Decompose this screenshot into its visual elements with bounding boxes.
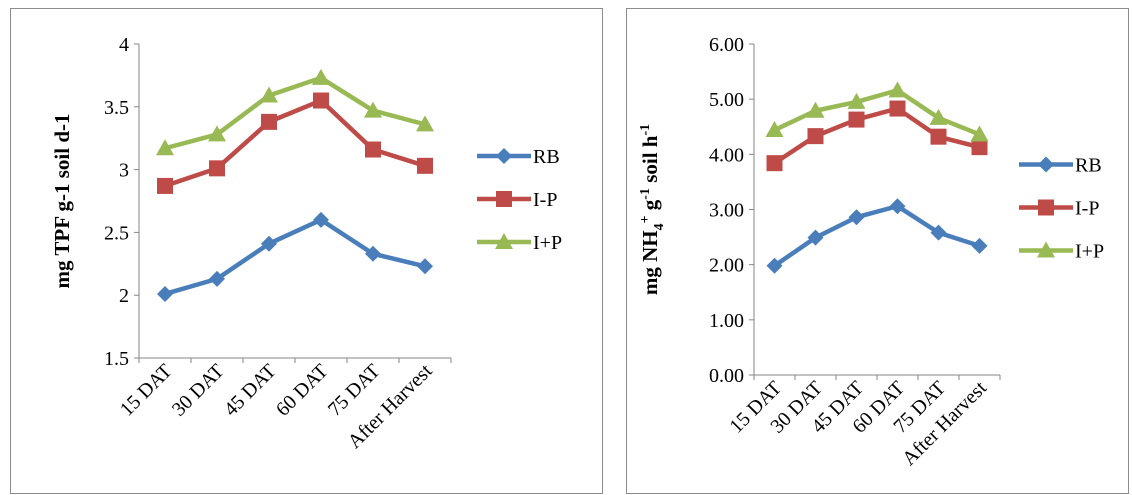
legend-label: I+P [533, 232, 562, 254]
legend-marker-RB [496, 148, 512, 164]
y-axis-title: mg NH4+ g-1 soil h-1 [638, 124, 667, 295]
legend-label: RB [533, 146, 560, 168]
chart-panel-nh4: 0.00 1.00 2.00 3.00 4.00 5.00 6.00 15 DAT 30 DAT… [626, 8, 1129, 494]
data-point-RB [971, 237, 988, 254]
chart-panel-tpf: 1.5 2 2.5 3 3.5 4 15 DAT 30 DAT 45 DAT 60 DAT 75 D… [10, 8, 603, 494]
legend-marker-I+P [495, 233, 513, 249]
x-category-label: 60 DAT [272, 360, 333, 421]
data-point-RB [261, 235, 277, 252]
data-point-RB [157, 285, 173, 302]
data-point-RB [313, 211, 329, 228]
series-line-I-P [164, 98, 426, 189]
y-axis-title-part: + [638, 215, 653, 223]
y-axis-title-part: -1 [638, 188, 653, 200]
legend-label: I-P [533, 189, 557, 211]
data-point-RB [417, 258, 433, 275]
data-point-I-P [971, 139, 988, 156]
y-tick-label: 2.5 [104, 222, 129, 244]
data-point-I+P [416, 115, 434, 132]
data-point-I+P [765, 121, 784, 138]
x-category-label: 45 DAT [220, 360, 281, 421]
y-tick-label: 5.00 [709, 89, 744, 111]
data-point-I+P [970, 125, 989, 142]
y-tick-label: 3.00 [709, 200, 744, 222]
legend-marker-I-P [1038, 199, 1054, 216]
data-point-I+P [312, 68, 330, 85]
legend-label: I-P [1075, 198, 1099, 220]
data-point-I+P [156, 139, 174, 156]
y-tick-label: 0.00 [709, 365, 744, 387]
data-point-I-P [313, 92, 329, 109]
data-point-RB [365, 245, 381, 262]
data-point-I-P [261, 113, 277, 130]
data-point-I-P [365, 141, 381, 158]
y-axis-title-part: 4 [652, 223, 667, 230]
legend-label: I+P [1075, 241, 1104, 263]
y-axis-title: mg TPF g-1 soil d-1 [50, 113, 74, 288]
y-tick-label: 3 [119, 160, 129, 182]
data-point-RB [209, 270, 225, 287]
y-tick-label: 4.00 [709, 144, 744, 166]
data-point-RB [807, 229, 824, 246]
y-axis-title-part: mg NH [638, 230, 662, 295]
data-point-I+P [208, 125, 226, 142]
y-axis-title-part: soil h [638, 135, 662, 188]
legend-marker-I+P [1037, 241, 1055, 258]
y-tick-label: 1.00 [709, 310, 744, 332]
data-point-I-P [417, 157, 433, 174]
data-point-RB [766, 257, 783, 274]
x-category-label: 30 DAT [168, 360, 229, 421]
data-point-I+P [929, 108, 948, 125]
series-line-I+P [164, 75, 426, 151]
legend-marker-RB [1038, 156, 1054, 173]
legend-marker-I-P [496, 191, 512, 207]
data-point-I+P [806, 101, 825, 118]
data-point-I-P [848, 111, 865, 128]
data-point-I-P [930, 128, 947, 145]
series-line-RB [773, 203, 981, 268]
data-point-I-P [889, 100, 906, 117]
data-point-I+P [364, 101, 382, 118]
y-tick-label: 4 [119, 34, 129, 56]
y-tick-label: 2.00 [709, 255, 744, 277]
data-point-RB [848, 209, 865, 226]
data-point-I-P [209, 160, 225, 177]
y-axis-title-part: -1 [638, 124, 653, 136]
legend-label: RB [1075, 155, 1102, 177]
data-point-RB [930, 224, 947, 241]
data-point-I-P [157, 177, 173, 194]
y-axis-title-part: g [638, 199, 662, 215]
y-tick-label: 2 [119, 285, 129, 307]
data-point-I+P [260, 86, 278, 103]
data-point-RB [889, 198, 906, 215]
y-tick-label: 6.00 [709, 34, 744, 56]
y-tick-label: 3.5 [104, 97, 129, 119]
data-point-I+P [888, 81, 907, 98]
data-point-I+P [847, 92, 866, 109]
series-line-RB [164, 217, 426, 297]
data-point-I-P [766, 155, 783, 172]
data-point-I-P [807, 128, 824, 145]
y-tick-label: 1.5 [104, 348, 129, 370]
